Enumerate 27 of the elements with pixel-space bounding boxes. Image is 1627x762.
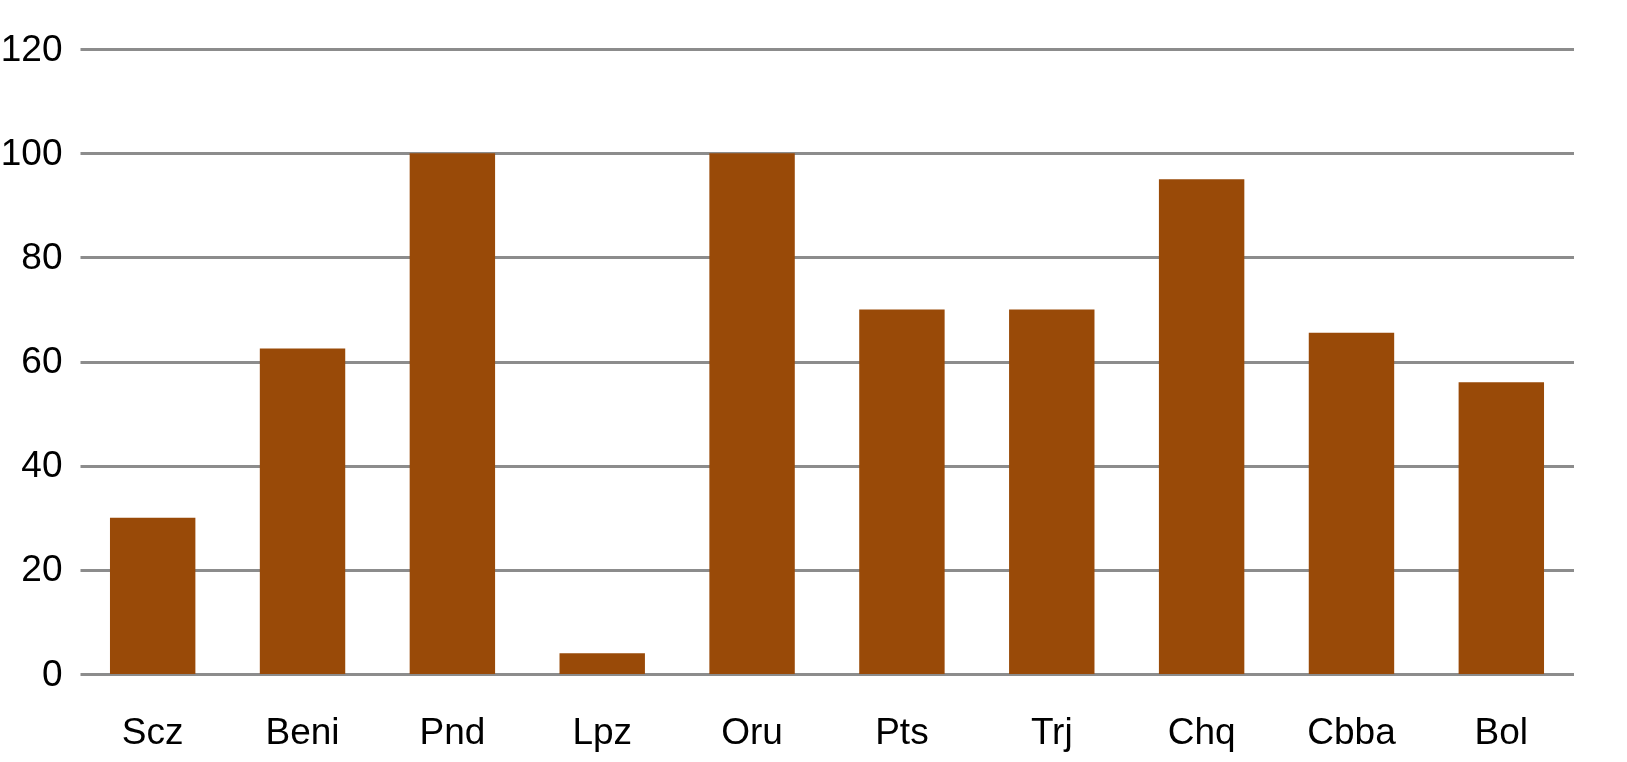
bar	[559, 653, 645, 674]
x-tick-label: Beni	[265, 710, 340, 752]
bar	[1009, 309, 1095, 674]
x-tick-label: Scz	[121, 710, 184, 752]
bar	[709, 153, 795, 674]
x-tick-label: Pnd	[419, 710, 486, 752]
bar	[1158, 179, 1245, 674]
x-tick-label: Cbba	[1307, 710, 1397, 752]
y-tick-label: 40	[21, 444, 63, 486]
x-tick-label: Pts	[875, 710, 929, 752]
bar	[1308, 332, 1395, 674]
y-tick-label: 60	[21, 340, 63, 381]
x-tick-label: Chq	[1167, 710, 1236, 752]
x-tick-label: Oru	[721, 710, 783, 752]
bar	[109, 517, 196, 674]
x-tick-label: Bol	[1474, 710, 1529, 752]
y-tick-label: 0	[41, 652, 63, 694]
x-tick-label: Lpz	[572, 710, 633, 752]
y-tick-label: 20	[21, 548, 63, 590]
y-tick-label: 120	[0, 27, 63, 69]
y-tick-label: 100	[0, 131, 63, 173]
x-tick-label: Trj	[1030, 710, 1073, 752]
bar	[1458, 382, 1545, 674]
y-tick-label: 80	[21, 235, 63, 277]
bar	[259, 348, 346, 674]
bar	[859, 309, 945, 674]
bar	[409, 153, 496, 674]
